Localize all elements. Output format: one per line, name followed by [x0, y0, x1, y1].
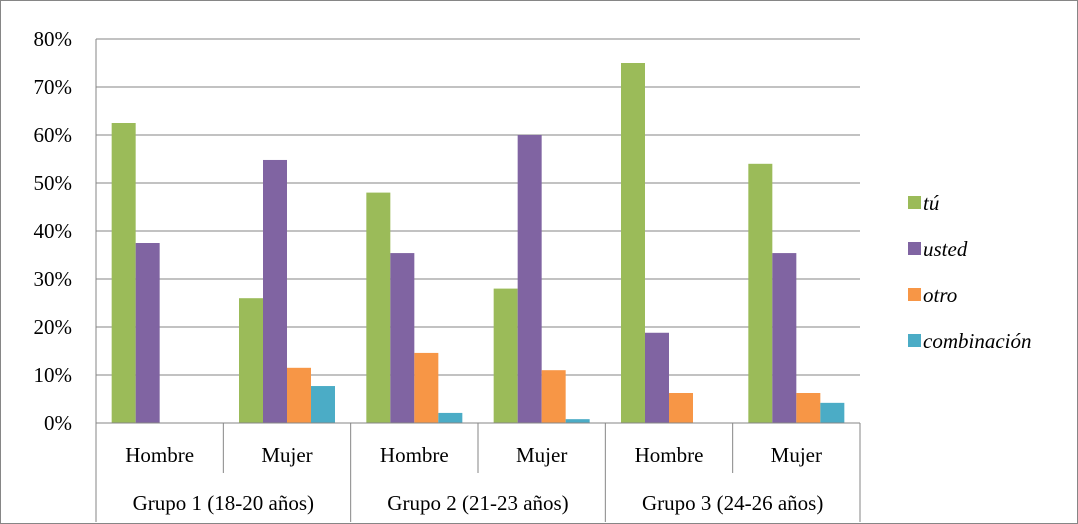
- y-tick-label: 60%: [34, 123, 73, 147]
- axes: [95, 39, 861, 522]
- gridlines: [96, 38, 860, 376]
- bar-tú: [621, 63, 645, 423]
- bar-combinación: [565, 419, 590, 423]
- legend-label: otro: [923, 283, 957, 307]
- y-axis-tick-labels: 0% 10% 20% 30% 40% 50% 60% 70% 80%: [34, 27, 73, 435]
- y-tick-label: 50%: [34, 171, 73, 195]
- x-axis-labels: Hombre Mujer Hombre Mujer Hombre Mujer Grupo 1…: [125, 443, 823, 515]
- x-group-label: Grupo 2 (21-23 años): [387, 491, 568, 515]
- y-tick-label: 0%: [44, 411, 72, 435]
- bar-tú: [366, 192, 391, 423]
- bar-combinación: [438, 412, 463, 423]
- x-category-label: Mujer: [261, 443, 312, 467]
- bar-otro: [287, 367, 311, 423]
- legend-label: usted: [923, 237, 968, 261]
- bar-tú: [748, 163, 773, 424]
- bar-otro: [669, 393, 693, 423]
- bar-usted: [517, 135, 542, 423]
- bar-usted: [135, 243, 160, 423]
- y-tick-label: 70%: [34, 75, 73, 99]
- legend-label: tú: [923, 191, 939, 215]
- bar-tú: [111, 123, 136, 423]
- legend-swatch: [908, 334, 921, 347]
- legend-swatch: [908, 196, 921, 209]
- x-category-label: Hombre: [125, 443, 194, 467]
- y-tick-label: 80%: [34, 27, 73, 51]
- bar-tú: [493, 288, 518, 423]
- y-tick-label: 40%: [34, 219, 73, 243]
- bar-usted: [645, 332, 669, 423]
- bar-combinación: [820, 402, 845, 423]
- legend: tú usted otro combinación: [908, 191, 1031, 353]
- x-category-label: Mujer: [771, 443, 822, 467]
- bar-usted: [263, 159, 287, 423]
- x-group-label: Grupo 1 (18-20 años): [133, 491, 314, 515]
- bar-usted: [772, 253, 797, 423]
- bar-tú: [239, 298, 263, 423]
- x-group-label: Grupo 3 (24-26 años): [642, 491, 823, 515]
- x-category-label: Mujer: [516, 443, 567, 467]
- legend-swatch: [908, 242, 921, 255]
- y-tick-label: 10%: [34, 363, 73, 387]
- legend-label: combinación: [923, 329, 1031, 353]
- x-category-label: Hombre: [380, 443, 449, 467]
- y-tick-label: 30%: [34, 267, 73, 291]
- bar-otro: [796, 393, 821, 423]
- y-tick-label: 20%: [34, 315, 73, 339]
- bars: [111, 63, 845, 424]
- bar-otro: [541, 370, 566, 423]
- legend-swatch: [908, 288, 921, 301]
- bar-usted: [390, 253, 415, 423]
- x-category-label: Hombre: [635, 443, 704, 467]
- bar-combinación: [311, 386, 335, 423]
- bar-otro: [414, 352, 439, 423]
